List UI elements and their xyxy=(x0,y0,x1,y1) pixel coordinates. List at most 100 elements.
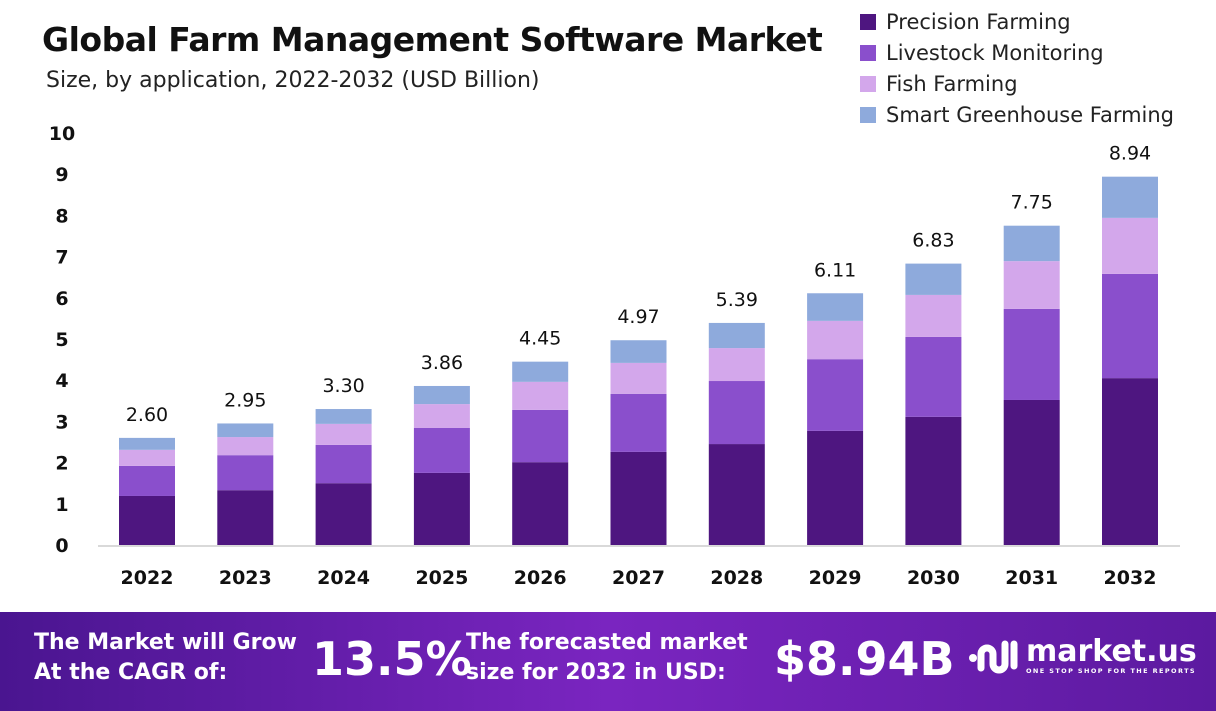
forecast-label: The forecasted market size for 2032 in US… xyxy=(466,628,748,688)
bar-segment-smart-greenhouse-farming xyxy=(512,361,569,382)
bar-segment-livestock-monitoring xyxy=(119,465,175,496)
bar-segment-precision-farming xyxy=(512,462,569,545)
bar-segment-livestock-monitoring xyxy=(413,427,470,473)
bar-segment-precision-farming xyxy=(315,483,372,545)
bar-segment-fish-farming xyxy=(119,449,175,466)
forecast-label-line: The forecasted market xyxy=(466,630,748,655)
bar-segment-smart-greenhouse-farming xyxy=(708,322,765,349)
stacked-bar-chart: 0 1 2 3 4 5 6 7 8 9 10 2.60 2022 2.95 2023 3.30 2024 3.86… xyxy=(49,123,1180,589)
bar-segment-smart-greenhouse-farming xyxy=(1102,176,1158,218)
cagr-value: 13.5% xyxy=(312,632,472,686)
forecast-value: $8.94B xyxy=(774,632,955,686)
y-tick-label: 9 xyxy=(55,164,68,186)
total-data-label: 8.94 xyxy=(1109,143,1151,165)
chart-title: Global Farm Management Software Market xyxy=(42,20,823,59)
logo-text: market.us xyxy=(1026,634,1197,669)
bar-segment-livestock-monitoring xyxy=(315,444,372,484)
bar-segment-precision-farming xyxy=(905,416,962,545)
bar-segment-precision-farming xyxy=(807,430,864,545)
bar-segment-fish-farming xyxy=(315,423,372,445)
y-tick-label: 4 xyxy=(55,370,68,392)
bar-segment-smart-greenhouse-farming xyxy=(119,437,175,450)
forecast-label-line: size for 2032 in USD: xyxy=(466,660,726,685)
x-tick-label: 2029 xyxy=(809,567,862,589)
total-data-label: 6.83 xyxy=(912,230,954,252)
bar-segment-fish-farming xyxy=(413,404,470,428)
bar-segment-fish-farming xyxy=(807,320,864,360)
total-data-label: 5.39 xyxy=(716,289,758,311)
bar-segment-smart-greenhouse-farming xyxy=(315,409,372,424)
market-us-logo: market.us ONE STOP SHOP FOR THE REPORTS xyxy=(968,636,1197,676)
bar-segment-precision-farming xyxy=(708,444,765,545)
x-tick-label: 2028 xyxy=(710,567,763,589)
bar-segment-smart-greenhouse-farming xyxy=(217,423,274,438)
legend-item-greenhouse: Smart Greenhouse Farming xyxy=(860,99,1174,130)
x-tick-label: 2024 xyxy=(317,567,370,589)
total-data-label: 2.60 xyxy=(126,404,168,426)
bar-segment-fish-farming xyxy=(905,294,962,337)
total-data-label: 4.45 xyxy=(519,328,561,350)
legend-item-precision: Precision Farming xyxy=(860,6,1174,37)
total-data-label: 4.97 xyxy=(617,306,659,328)
total-data-label: 7.75 xyxy=(1011,192,1053,214)
legend-label: Smart Greenhouse Farming xyxy=(886,102,1175,127)
footer-banner: The Market will Grow At the CAGR of: 13.5… xyxy=(0,612,1216,711)
bar-segment-precision-farming xyxy=(119,495,175,545)
cagr-label: The Market will Grow At the CAGR of: xyxy=(34,628,297,688)
logo-icon xyxy=(969,640,1018,674)
bar-segment-livestock-monitoring xyxy=(807,359,864,431)
y-tick-label: 10 xyxy=(49,123,75,145)
bar-segment-livestock-monitoring xyxy=(610,393,667,452)
bar-segment-livestock-monitoring xyxy=(905,336,962,417)
y-tick-label: 5 xyxy=(55,329,68,351)
legend-swatch xyxy=(860,75,876,92)
y-tick-label: 8 xyxy=(55,205,68,227)
legend-swatch xyxy=(860,13,876,30)
x-tick-label: 2026 xyxy=(514,567,567,589)
x-tick-label: 2032 xyxy=(1104,567,1157,589)
bar-segment-precision-farming xyxy=(413,472,470,545)
bar-segment-precision-farming xyxy=(610,451,667,545)
cagr-label-line: The Market will Grow xyxy=(34,630,297,655)
bar-segment-fish-farming xyxy=(217,437,274,456)
bar-segment-smart-greenhouse-farming xyxy=(807,293,864,321)
legend-label: Fish Farming xyxy=(886,71,1018,96)
x-tick-label: 2022 xyxy=(121,567,174,589)
y-tick-label: 7 xyxy=(55,247,68,269)
bar-segment-fish-farming xyxy=(512,381,569,410)
bar-segment-precision-farming xyxy=(217,490,274,545)
logo-tagline: ONE STOP SHOP FOR THE REPORTS xyxy=(1026,667,1196,675)
bar-segment-fish-farming xyxy=(610,362,667,394)
x-tick-label: 2027 xyxy=(612,567,665,589)
bar-segment-livestock-monitoring xyxy=(708,381,765,445)
bar-segment-livestock-monitoring xyxy=(512,409,569,463)
legend-swatch xyxy=(860,106,876,123)
bar-segment-smart-greenhouse-farming xyxy=(1003,225,1060,262)
y-tick-label: 0 xyxy=(55,535,68,557)
bar-segment-smart-greenhouse-farming xyxy=(905,263,962,295)
legend-label: Livestock Monitoring xyxy=(886,40,1104,65)
chart-subtitle: Size, by application, 2022-2032 (USD Bil… xyxy=(46,68,540,93)
bar-segment-precision-farming xyxy=(1003,399,1060,545)
y-tick-label: 6 xyxy=(55,288,68,310)
legend-item-fish: Fish Farming xyxy=(860,68,1174,99)
x-tick-label: 2030 xyxy=(907,567,960,589)
x-tick-label: 2023 xyxy=(219,567,272,589)
total-data-label: 3.86 xyxy=(421,352,463,374)
bar-segment-precision-farming xyxy=(1102,378,1158,545)
bar-segment-livestock-monitoring xyxy=(217,455,274,491)
legend-item-livestock: Livestock Monitoring xyxy=(860,37,1174,68)
y-tick-label: 1 xyxy=(55,494,68,516)
bar-segment-fish-farming xyxy=(1003,261,1060,309)
y-tick-label: 2 xyxy=(55,453,68,475)
bar-segment-fish-farming xyxy=(708,348,765,382)
total-data-label: 2.95 xyxy=(224,389,266,411)
legend: Precision Farming Livestock Monitoring F… xyxy=(860,6,1174,130)
total-data-label: 6.11 xyxy=(814,259,856,281)
legend-label: Precision Farming xyxy=(886,9,1071,34)
cagr-label-line: At the CAGR of: xyxy=(34,660,228,685)
bar-segment-livestock-monitoring xyxy=(1102,273,1158,379)
total-data-label: 3.30 xyxy=(322,375,364,397)
bar-segment-smart-greenhouse-farming xyxy=(610,340,667,363)
x-tick-label: 2025 xyxy=(415,567,468,589)
